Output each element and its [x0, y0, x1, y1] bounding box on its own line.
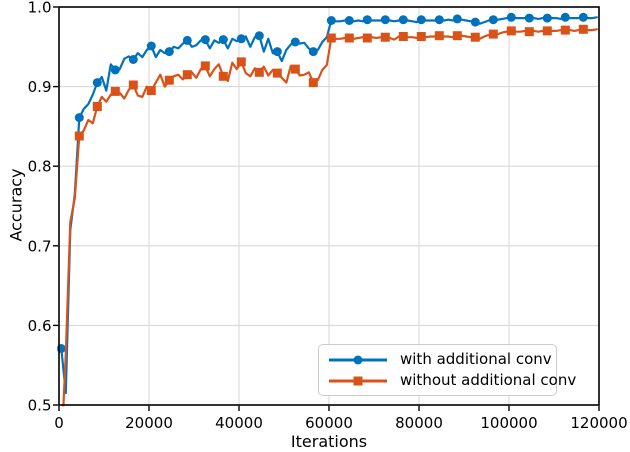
data-point-marker — [542, 26, 552, 36]
legend-item-without-additional-conv: without additional conv — [329, 370, 576, 391]
x-tick-label: 80000 — [395, 414, 443, 432]
data-point-marker — [128, 55, 138, 64]
data-point-marker — [218, 35, 228, 45]
y-tick-label: 0.8 — [28, 158, 52, 176]
data-point-marker — [308, 47, 318, 57]
data-point-marker — [254, 31, 264, 41]
data-point-marker — [416, 15, 426, 25]
data-point-marker — [57, 344, 66, 353]
x-tick-label: 120000 — [570, 414, 627, 432]
data-point-marker — [164, 75, 174, 85]
data-point-marker — [326, 33, 336, 43]
data-point-marker — [488, 15, 498, 25]
data-point-marker — [344, 33, 354, 43]
plot-border — [58, 6, 600, 406]
data-point-marker — [524, 13, 534, 23]
data-point-marker — [578, 24, 588, 34]
data-point-marker — [128, 80, 138, 90]
legend-item-with-additional-conv: with additional conv — [329, 349, 552, 370]
data-point-marker — [236, 34, 246, 44]
data-point-marker — [254, 67, 264, 77]
data-point-marker — [326, 16, 336, 25]
legend-label: with additional conv — [400, 350, 552, 368]
data-point-marker — [110, 86, 120, 96]
data-point-marker — [110, 65, 120, 75]
data-point-marker — [506, 26, 516, 36]
x-tick-label: 40000 — [215, 414, 263, 432]
data-point-marker — [308, 78, 318, 88]
x-tick-label: 60000 — [305, 414, 353, 432]
data-point-marker — [362, 33, 372, 43]
data-point-marker — [57, 448, 66, 452]
legend-label: without additional conv — [400, 371, 577, 389]
data-point-marker — [146, 86, 156, 96]
data-point-marker — [344, 16, 354, 25]
legend-square-marker-icon — [353, 376, 363, 385]
y-tick-label: 0.9 — [28, 78, 52, 96]
plot-series-group — [57, 12, 598, 452]
x-axis-label: Iterations — [290, 432, 368, 451]
data-point-marker — [398, 32, 408, 41]
legend-line-square-sample — [329, 375, 387, 387]
legend-circle-marker-icon — [353, 355, 363, 364]
data-point-marker — [434, 31, 444, 41]
data-point-marker — [578, 12, 588, 22]
x-tick-label: 20000 — [125, 414, 173, 432]
y-tick-label: 0.5 — [28, 397, 52, 415]
data-point-marker — [182, 35, 192, 45]
data-point-marker — [200, 61, 210, 71]
data-point-marker — [272, 68, 282, 78]
data-point-marker — [218, 71, 228, 81]
data-point-marker — [434, 15, 444, 25]
y-tick-label: 0.7 — [28, 237, 52, 255]
data-point-marker — [290, 64, 300, 74]
data-point-marker — [92, 78, 102, 88]
data-point-marker — [452, 31, 462, 41]
data-point-marker — [560, 25, 570, 35]
data-point-marker — [380, 15, 390, 25]
data-point-marker — [362, 15, 372, 25]
data-point-marker — [164, 47, 174, 57]
data-point-marker — [74, 131, 84, 141]
legend-line-circle-sample — [329, 354, 387, 366]
data-point-marker — [542, 13, 552, 23]
data-point-marker — [506, 12, 516, 22]
y-axis-label: Accuracy — [6, 168, 26, 242]
x-tick-label: 0 — [54, 414, 64, 432]
legend: with additional conv without additional … — [318, 344, 576, 396]
data-point-marker — [398, 15, 408, 25]
data-point-marker — [146, 41, 156, 51]
data-point-marker — [290, 37, 300, 47]
data-point-marker — [200, 35, 210, 45]
y-tick-label: 1.0 — [28, 0, 52, 17]
data-point-marker — [524, 27, 534, 37]
data-point-marker — [470, 17, 480, 27]
data-point-marker — [74, 113, 84, 123]
data-point-marker — [452, 14, 462, 24]
data-point-marker — [92, 102, 102, 111]
y-tick-label: 0.6 — [28, 317, 52, 335]
data-point-marker — [380, 32, 390, 42]
data-point-marker — [488, 29, 498, 39]
x-tick-label: 100000 — [480, 414, 537, 432]
data-point-marker — [560, 12, 570, 22]
data-point-marker — [470, 32, 480, 42]
data-point-marker — [236, 57, 246, 67]
data-point-marker — [416, 32, 426, 41]
data-point-marker — [272, 47, 282, 57]
data-point-marker — [182, 70, 192, 80]
